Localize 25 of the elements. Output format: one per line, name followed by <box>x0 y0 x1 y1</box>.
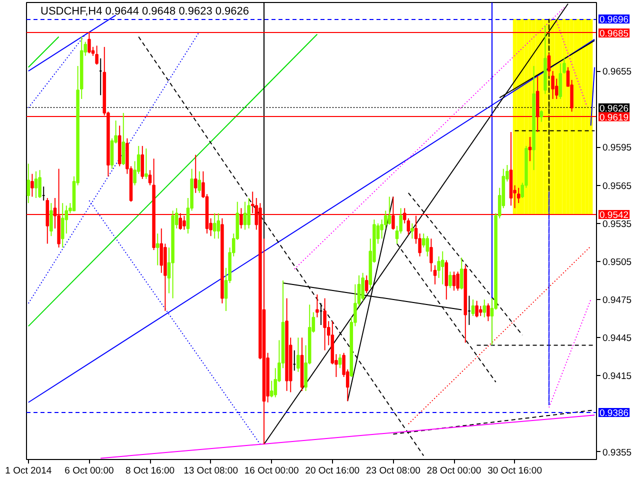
x-tick-label: 13 Oct 08:00 <box>184 466 238 476</box>
x-tick-label: 8 Oct 16:00 <box>125 466 175 476</box>
x-tick-label: 6 Oct 00:00 <box>64 466 114 476</box>
ref-line-label: 0.9626 <box>600 103 629 114</box>
y-tick-label: 0.9355 <box>602 447 632 458</box>
x-tick-label: 30 Oct 16:00 <box>488 466 542 476</box>
y-tick-label: 0.9445 <box>602 333 632 344</box>
y-tick-label: 0.9475 <box>602 295 632 306</box>
x-tick-label: 23 Oct 08:00 <box>366 466 420 476</box>
ref-line-label: 0.9386 <box>600 408 629 420</box>
y-tick-label: 0.9565 <box>602 180 632 192</box>
x-tick-label: 28 Oct 00:00 <box>426 466 482 476</box>
x-tick-label: 1 Oct 2014 <box>5 466 52 476</box>
ref-line-label: 0.9685 <box>600 28 629 40</box>
y-tick-label: 0.9505 <box>602 256 632 268</box>
x-tick-label: 20 Oct 16:00 <box>305 466 360 476</box>
x-tick-label: 16 Oct 00:00 <box>244 466 299 476</box>
y-tick-label: 0.9655 <box>602 66 632 78</box>
chart-title: USDCHF,H4 0.9644 0.9648 0.9623 0.9626 <box>40 6 250 18</box>
ref-line-label: 0.9696 <box>600 14 629 26</box>
y-tick-label: 0.9415 <box>602 371 632 382</box>
ref-line-label: 0.9619 <box>600 112 629 124</box>
ref-line-label: 0.9542 <box>600 210 629 221</box>
y-tick-label: 0.9535 <box>602 218 632 230</box>
y-tick-label: 0.9595 <box>602 142 632 154</box>
